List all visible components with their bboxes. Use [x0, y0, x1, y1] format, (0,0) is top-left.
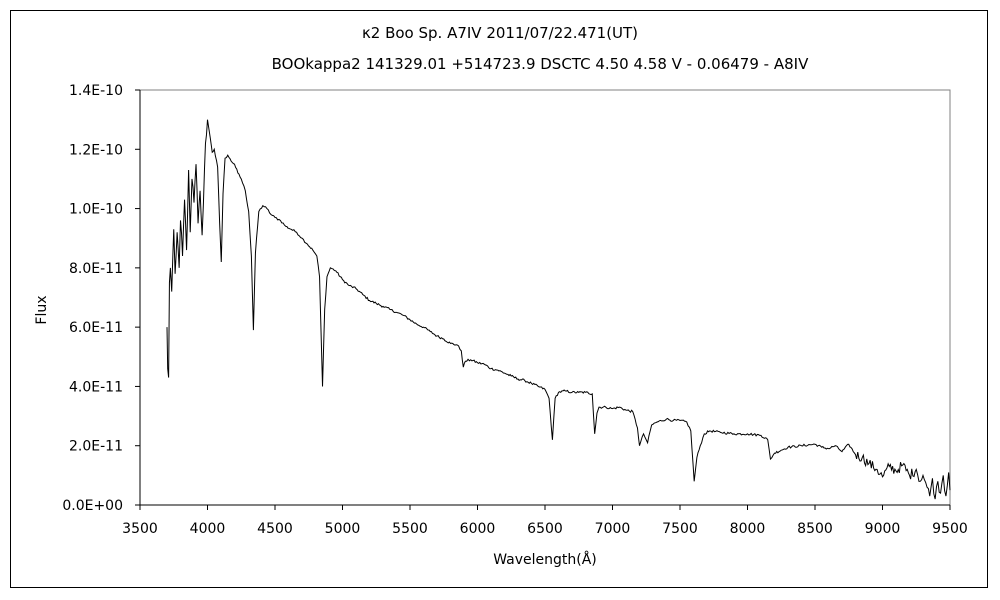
y-tick-label: 1.0E-10: [69, 202, 123, 218]
y-tick-label: 1.4E-10: [69, 83, 123, 99]
x-tick-label: 5000: [325, 521, 361, 537]
x-tick-label: 4500: [257, 521, 293, 537]
x-tick-label: 6000: [460, 521, 496, 537]
x-tick-label: 7000: [595, 521, 631, 537]
y-tick-label: 8.0E-11: [69, 261, 123, 277]
y-axis: 0.0E+00 2.0E-11 4.0E-11 6.0E-11 8.0E-11 1.0E-…: [62, 83, 141, 514]
x-tick-label: 9000: [865, 521, 901, 537]
y-tick-label: 6.0E-11: [69, 320, 123, 336]
chart-subtitle: BOOkappa2 141329.01 +514723.9 DSCTC 4.50…: [271, 55, 809, 73]
x-tick-label: 3500: [122, 521, 158, 537]
y-tick-label: 1.2E-10: [69, 142, 123, 158]
x-tick-label: 9500: [932, 521, 968, 537]
x-axis-title: Wavelength(Å): [493, 551, 597, 568]
series-group: [166, 119, 951, 500]
x-axis: 3500 4000 4500 5000 5500 6000 6500 7000 7500 8000…: [122, 504, 968, 537]
y-tick-label: 0.0E+00: [62, 498, 123, 514]
chart-frame: [10, 10, 988, 588]
y-tick-label: 4.0E-11: [69, 379, 123, 395]
y-tick-label: 2.0E-11: [69, 439, 123, 455]
x-tick-label: 5500: [392, 521, 428, 537]
plot-area: [139, 89, 951, 506]
spectrum-series-line: [166, 119, 951, 500]
x-tick-label: 6500: [527, 521, 563, 537]
x-tick-label: 7500: [662, 521, 698, 537]
x-tick-label: 4000: [190, 521, 226, 537]
y-axis-title: Flux: [34, 295, 50, 324]
x-tick-label: 8000: [730, 521, 766, 537]
x-tick-label: 8500: [797, 521, 833, 537]
chart-title: κ2 Boo Sp. A7IV 2011/07/22.471(UT): [361, 24, 639, 42]
